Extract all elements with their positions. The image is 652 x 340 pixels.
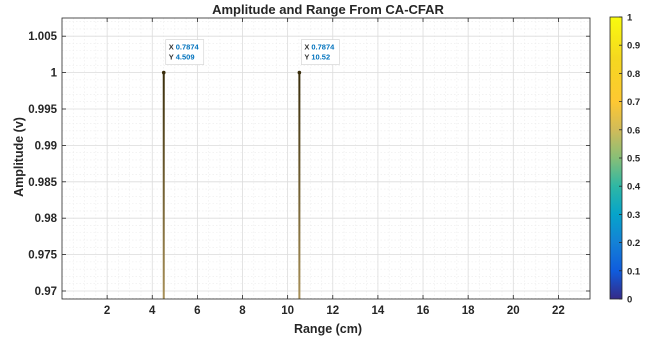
x-tick-label: 22 [552, 305, 565, 317]
datatip-box [301, 39, 340, 65]
x-tick-label: 16 [417, 305, 430, 317]
plot-area: 2 4 6 8 10 12 14 16 18 20 22 0.970.9750.980.9850.9… [28, 17, 591, 317]
datatip-y-value: 10.52 [311, 53, 330, 62]
x-tick-label: 2 [104, 305, 110, 317]
colorbar-tick-label: 0.1 [627, 266, 641, 277]
x-axis-label: Range (cm) [294, 322, 362, 336]
stem-line [162, 72, 165, 299]
datatip-y-value: 4.509 [176, 53, 195, 62]
datatip-box [165, 39, 205, 65]
chart-title: Amplitude and Range From CA-CFAR [212, 2, 444, 17]
colorbar-tick-label: 0.8 [627, 69, 640, 80]
colorbar-tick-label: 0 [627, 295, 632, 306]
y-ticks: 0.97 0.975 0.98 0.985 0.99 0.995 1 1.005 [28, 31, 590, 298]
datatip-x-value: 0.7874 [311, 43, 335, 52]
colorbar-tick-label: 1 [627, 13, 633, 24]
y-axis-label: Amplitude (v) [12, 117, 26, 197]
x-tick-label: 20 [507, 305, 520, 317]
y-tick-label: 0.97 [35, 286, 57, 298]
x-tick-label: 6 [194, 305, 200, 317]
stem-line [298, 72, 301, 299]
x-tick-label: 4 [149, 305, 156, 317]
x-tick-label: 14 [371, 305, 384, 317]
y-tick-label: 1 [51, 68, 58, 80]
y-tick-label: 0.985 [28, 177, 57, 189]
colorbar-tick-label: 0.5 [627, 154, 641, 165]
y-tick-label: 0.99 [35, 140, 57, 152]
y-tick-label: 0.975 [28, 250, 57, 262]
y-tick-label: 0.98 [35, 213, 58, 225]
x-tick-label: 8 [239, 305, 246, 317]
colorbar-tick-label: 0.9 [627, 41, 640, 52]
plot-frame [61, 17, 591, 300]
colorbar-tick-label: 0.6 [627, 125, 640, 136]
x-tick-label: 18 [462, 305, 475, 317]
x-ticks: 2 4 6 8 10 12 14 16 18 20 22 [104, 18, 565, 317]
x-tick-label: 10 [281, 305, 294, 317]
stem-marker [161, 70, 166, 75]
colorbar-tick-label: 0.4 [627, 182, 641, 193]
datatip-x-label: X [169, 43, 174, 52]
colorbar-tick-label: 0.2 [627, 238, 640, 249]
y-tick-label: 0.995 [28, 104, 57, 116]
datatip-y-label: Y [304, 53, 309, 62]
colorbar: 0 0.1 0.2 0.3 0.4 0.5 0.6 0.7 0.8 0.9 1 [609, 13, 641, 306]
datatip-y-label: Y [169, 53, 174, 62]
data-marks [161, 70, 302, 299]
stem-marker [297, 70, 302, 75]
colorbar-tick-label: 0.7 [627, 97, 640, 108]
x-tick-label: 12 [326, 305, 339, 317]
colorbar-tick-label: 0.3 [627, 210, 640, 221]
major-grid [62, 18, 590, 299]
y-tick-label: 1.005 [28, 31, 57, 43]
datatip-x-label: X [304, 43, 309, 52]
datatip-x-value: 0.7874 [176, 43, 200, 52]
